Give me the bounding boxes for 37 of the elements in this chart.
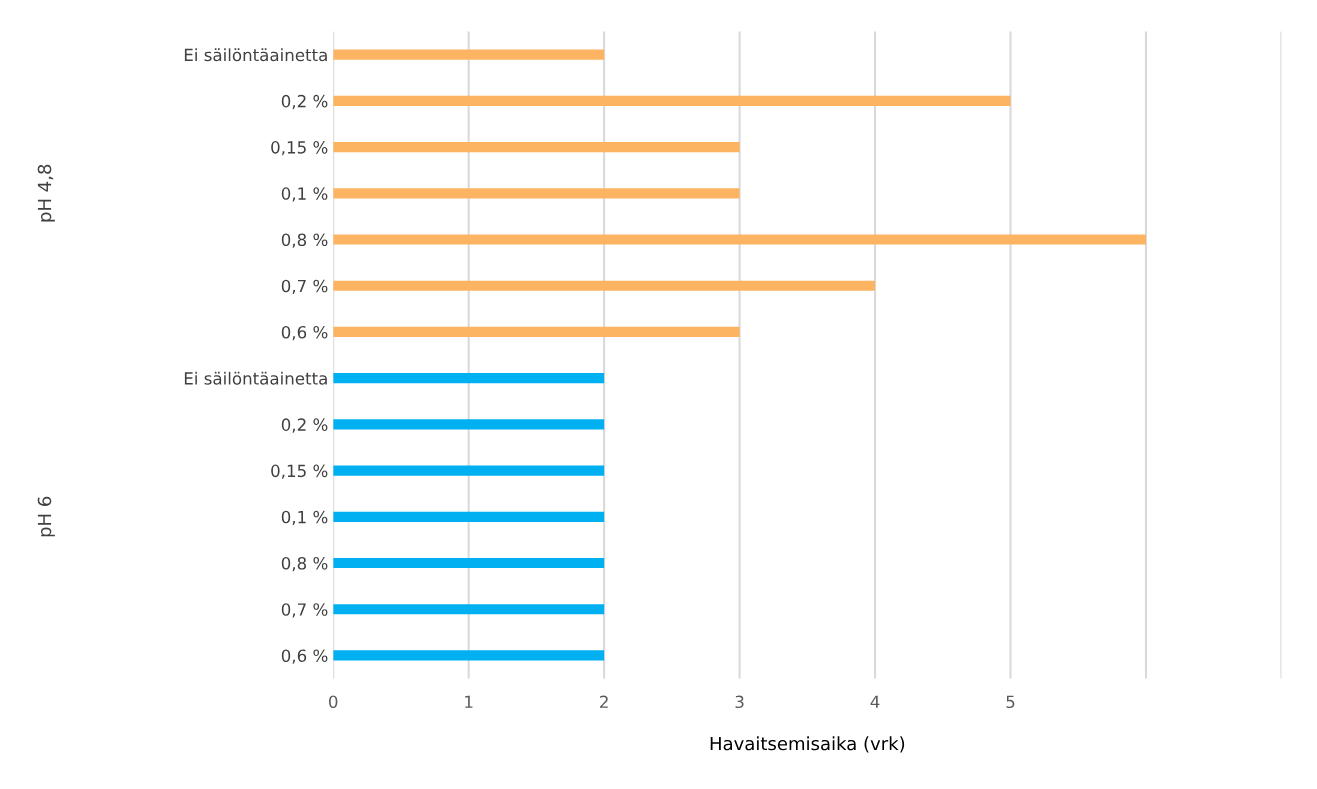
x-tick-label: 4 <box>870 695 880 708</box>
bar <box>333 326 740 338</box>
bar <box>333 49 605 60</box>
x-tick-label: 5 <box>1006 695 1015 709</box>
x-tick-label: 1 <box>465 695 473 708</box>
y-tick-label: 0,8 % <box>281 233 328 248</box>
bar <box>333 419 605 430</box>
y-tick-label: 0,2 % <box>281 418 328 433</box>
bar <box>333 95 1011 106</box>
x-axis-title: Havaitsemisaika (vrk) <box>710 736 905 753</box>
bar <box>333 280 876 291</box>
bar <box>333 188 740 199</box>
text: pH 4,8 <box>37 164 55 222</box>
y-tick-label: 0,7 % <box>281 279 328 294</box>
bar <box>333 234 1146 245</box>
y-tick-label: 0,1 % <box>281 510 328 526</box>
x-tick-label: 0 <box>329 695 338 709</box>
text: pH 6 <box>37 496 55 537</box>
x-tick-label: 2 <box>600 695 608 708</box>
y-tick-label: 0,1 % <box>281 187 328 202</box>
y-tick-label: 0,6 % <box>281 325 328 341</box>
bar <box>333 557 605 569</box>
y-tick-label: 0,8 % <box>281 556 328 572</box>
x-tick-label: 3 <box>735 695 744 709</box>
y-tick-label: 0,2 % <box>281 94 328 110</box>
bar <box>333 604 605 615</box>
y-tick-label: Ei säilöntäainetta <box>184 371 327 385</box>
y-tick-label: Ei säilöntäainetta <box>184 48 327 62</box>
bar <box>333 373 605 384</box>
y-tick-label: 0,6 % <box>281 649 328 664</box>
bar <box>333 511 605 522</box>
bar <box>333 650 605 661</box>
bar <box>333 142 740 153</box>
y-tick-label: 0,7 % <box>281 603 328 618</box>
y-tick-label: 0,15 % <box>271 141 328 156</box>
bar <box>333 465 605 476</box>
y-tick-label: 0,15 % <box>271 464 328 479</box>
